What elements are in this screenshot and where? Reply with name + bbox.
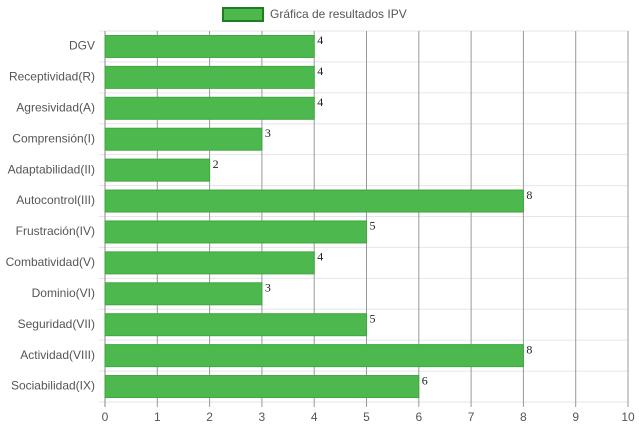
value-label: 4: [317, 250, 323, 264]
bar: [104, 344, 524, 368]
value-label: 2: [213, 157, 219, 171]
bar: [104, 96, 315, 120]
bar: [104, 34, 315, 58]
x-tick-label: 1: [154, 410, 161, 424]
legend-swatch: [222, 7, 264, 22]
x-tick-label: 9: [572, 410, 579, 424]
y-tick-label: Actividad(VIII): [20, 348, 95, 362]
x-tick-label: 2: [206, 410, 213, 424]
bar: [104, 375, 420, 399]
y-tick-label: Combatividad(V): [6, 255, 95, 269]
value-label: 6: [422, 373, 428, 387]
y-tick-label: Sociabilidad(IX): [11, 379, 95, 393]
value-label: 8: [526, 188, 532, 202]
y-tick-label: Adaptabilidad(II): [8, 162, 95, 176]
bar: [104, 65, 315, 89]
y-tick-label: Agresividad(A): [16, 100, 95, 114]
bar: [104, 282, 263, 306]
legend-label: Gráfica de resultados IPV: [270, 7, 407, 21]
value-label: 3: [265, 281, 271, 295]
y-tick-label: Seguridad(VII): [18, 317, 95, 331]
bar: [104, 189, 524, 213]
value-label: 4: [317, 33, 323, 47]
y-tick-label: Autocontrol(III): [16, 193, 95, 207]
x-tick-label: 8: [520, 410, 527, 424]
x-tick-label: 5: [363, 410, 370, 424]
y-tick-label: DGV: [69, 39, 95, 53]
y-tick-label: Dominio(VI): [32, 286, 95, 300]
value-label: 8: [526, 342, 532, 356]
value-label: 3: [265, 126, 271, 140]
x-tick-label: 6: [415, 410, 422, 424]
y-tick-label: Frustración(IV): [16, 224, 95, 238]
x-tick-label: 3: [259, 410, 266, 424]
bar: [104, 313, 367, 337]
bar: [104, 158, 211, 182]
value-label: 4: [317, 95, 323, 109]
value-label: 5: [370, 311, 376, 325]
bar: [104, 127, 263, 151]
bar: [104, 220, 367, 244]
x-tick-label: 0: [102, 410, 109, 424]
x-tick-label: 4: [311, 410, 318, 424]
x-tick-label: 7: [468, 410, 475, 424]
x-tick-label: 10: [621, 410, 635, 424]
y-tick-label: Comprensión(I): [12, 131, 95, 145]
value-label: 4: [317, 64, 323, 78]
value-label: 5: [370, 219, 376, 233]
bar: [104, 251, 315, 275]
y-tick-label: Receptividad(R): [9, 70, 95, 84]
